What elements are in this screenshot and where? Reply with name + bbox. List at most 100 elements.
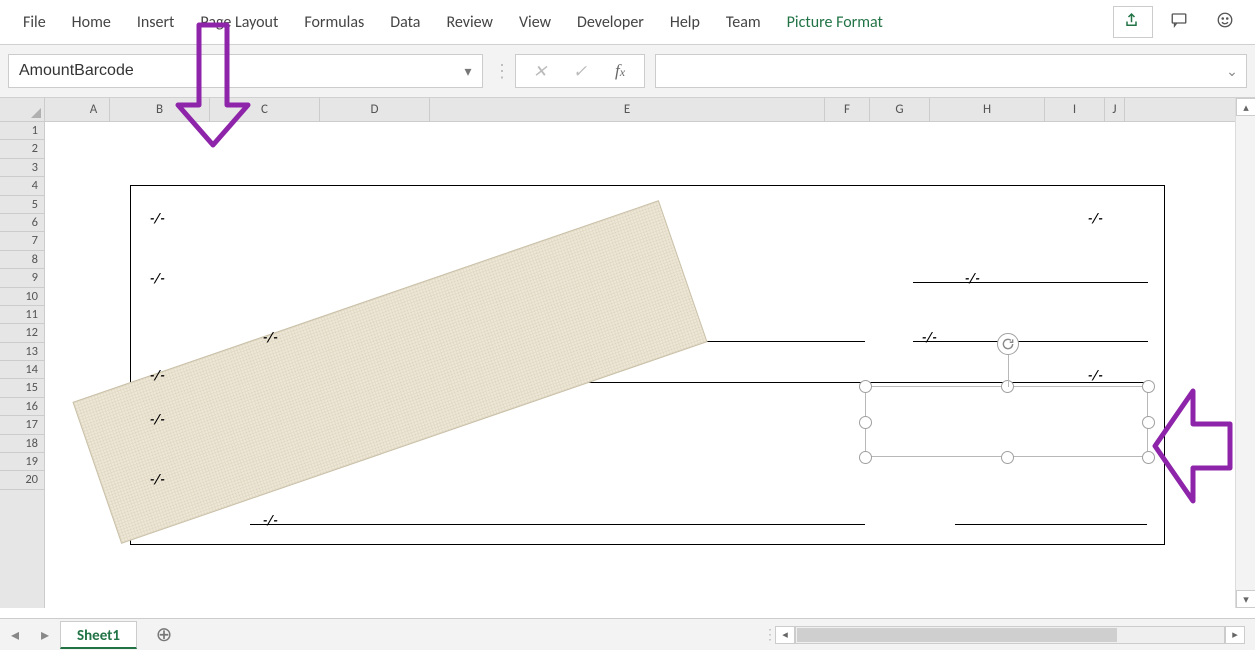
resize-handle[interactable] [859,416,872,429]
row-header[interactable]: 12 [0,324,44,342]
tab-nav-prev[interactable]: ◂ [0,619,30,651]
column-header[interactable]: D [320,98,430,122]
row-header[interactable]: 5 [0,196,44,214]
row-header[interactable]: 20 [0,471,44,489]
column-header[interactable]: G [870,98,930,122]
placeholder-text: -/- [150,270,165,287]
row-header[interactable]: 9 [0,269,44,287]
resize-handle[interactable] [1142,451,1155,464]
tab-scroll-divider-icon[interactable]: ⋮ [765,626,775,643]
triangle-up-icon: ▴ [1243,101,1249,114]
field-underline [250,524,865,525]
formula-input[interactable] [656,63,1218,80]
scroll-up-button[interactable]: ▴ [1236,98,1255,116]
select-all-triangle[interactable] [0,98,45,122]
scroll-down-button[interactable]: ▾ [1236,590,1255,608]
tab-file[interactable]: File [10,0,59,45]
tab-home[interactable]: Home [59,0,124,45]
formula-bar-resize-icon[interactable]: ⋮ [493,60,505,82]
hscroll-thumb[interactable] [797,628,1117,642]
column-header[interactable]: J [1105,98,1125,122]
column-header[interactable]: H [930,98,1045,122]
column-header[interactable]: B [110,98,210,122]
selected-picture[interactable] [865,386,1148,457]
field-underline [913,282,1148,283]
column-header[interactable]: E [430,98,825,122]
field-underline [955,524,1147,525]
check-icon: ✓ [573,61,587,82]
resize-handle[interactable] [1142,380,1155,393]
tab-nav-next[interactable]: ▸ [30,619,60,651]
plus-circle-icon: ⊕ [156,622,173,647]
cancel-formula-button[interactable]: ✕ [520,55,560,87]
name-formula-bar: ▾ ⋮ ✕ ✓ fx ⌄ [0,45,1255,98]
scroll-left-button[interactable]: ◂ [775,626,795,644]
name-box[interactable]: ▾ [8,54,483,88]
placeholder-text: -/- [1088,210,1103,227]
placeholder-text: -/- [965,270,980,287]
add-sheet-button[interactable]: ⊕ [147,621,181,649]
placeholder-text: -/- [263,512,278,529]
vertical-scrollbar[interactable]: ▴ ▾ [1235,98,1255,608]
worksheet-area: ABCDEFGHIJ 12345678910111213141516171819… [0,98,1255,608]
insert-function-button[interactable]: fx [600,55,640,87]
placeholder-text: -/- [150,367,165,384]
scroll-right-button[interactable]: ▸ [1225,626,1245,644]
column-header[interactable]: A [78,98,110,122]
resize-handle[interactable] [1001,451,1014,464]
row-header[interactable]: 19 [0,453,44,471]
tab-insert[interactable]: Insert [124,0,188,45]
sheet-tab-bar: ◂ ▸ Sheet1 ⊕ ⋮ ◂ ▸ [0,618,1255,650]
rotate-handle[interactable] [997,333,1019,355]
row-header[interactable]: 1 [0,122,44,140]
tab-page-layout[interactable]: Page Layout [187,0,291,45]
tab-data[interactable]: Data [377,0,433,45]
formula-bar-expand[interactable]: ⌄ [1218,63,1246,80]
tab-developer[interactable]: Developer [564,0,657,45]
row-header[interactable]: 6 [0,214,44,232]
row-header[interactable]: 11 [0,306,44,324]
row-header[interactable]: 4 [0,177,44,195]
row-header[interactable]: 18 [0,435,44,453]
sheet-tab-active[interactable]: Sheet1 [60,621,137,649]
row-header[interactable]: 7 [0,232,44,250]
formula-button-group: ✕ ✓ fx [515,54,645,88]
enter-formula-button[interactable]: ✓ [560,55,600,87]
share-button[interactable] [1113,6,1153,38]
row-header[interactable]: 13 [0,343,44,361]
row-header[interactable]: 3 [0,159,44,177]
formula-bar[interactable]: ⌄ [655,54,1247,88]
resize-handle[interactable] [859,451,872,464]
tab-help[interactable]: Help [657,0,713,45]
row-header[interactable]: 8 [0,251,44,269]
placeholder-text: -/- [922,329,937,346]
triangle-right-icon: ▸ [1232,628,1238,641]
resize-handle[interactable] [1142,416,1155,429]
name-box-dropdown[interactable]: ▾ [454,63,482,80]
row-header[interactable]: 16 [0,398,44,416]
field-underline [913,341,1148,342]
tab-team[interactable]: Team [713,0,774,45]
triangle-left-icon: ◂ [11,625,19,645]
row-header[interactable]: 2 [0,140,44,158]
tab-view[interactable]: View [506,0,564,45]
row-header[interactable]: 17 [0,416,44,434]
name-box-input[interactable] [9,62,454,80]
column-header[interactable]: I [1045,98,1105,122]
hscroll-track[interactable] [795,626,1225,644]
row-header[interactable]: 15 [0,379,44,397]
tab-formulas[interactable]: Formulas [291,0,377,45]
column-header[interactable]: F [825,98,870,122]
resize-handle[interactable] [859,380,872,393]
row-header[interactable]: 14 [0,361,44,379]
fx-icon: fx [615,61,625,81]
comments-button[interactable] [1159,6,1199,38]
horizontal-scrollbar[interactable]: ◂ ▸ [775,626,1245,644]
row-header[interactable]: 10 [0,288,44,306]
close-icon: ✕ [533,61,547,82]
feedback-button[interactable] [1205,6,1245,38]
tab-picture-format[interactable]: Picture Format [774,0,896,45]
sheet-canvas[interactable]: -/--/--/--/--/--/--/--/--/--/--/- [45,122,1235,608]
tab-review[interactable]: Review [433,0,506,45]
column-header[interactable]: C [210,98,320,122]
